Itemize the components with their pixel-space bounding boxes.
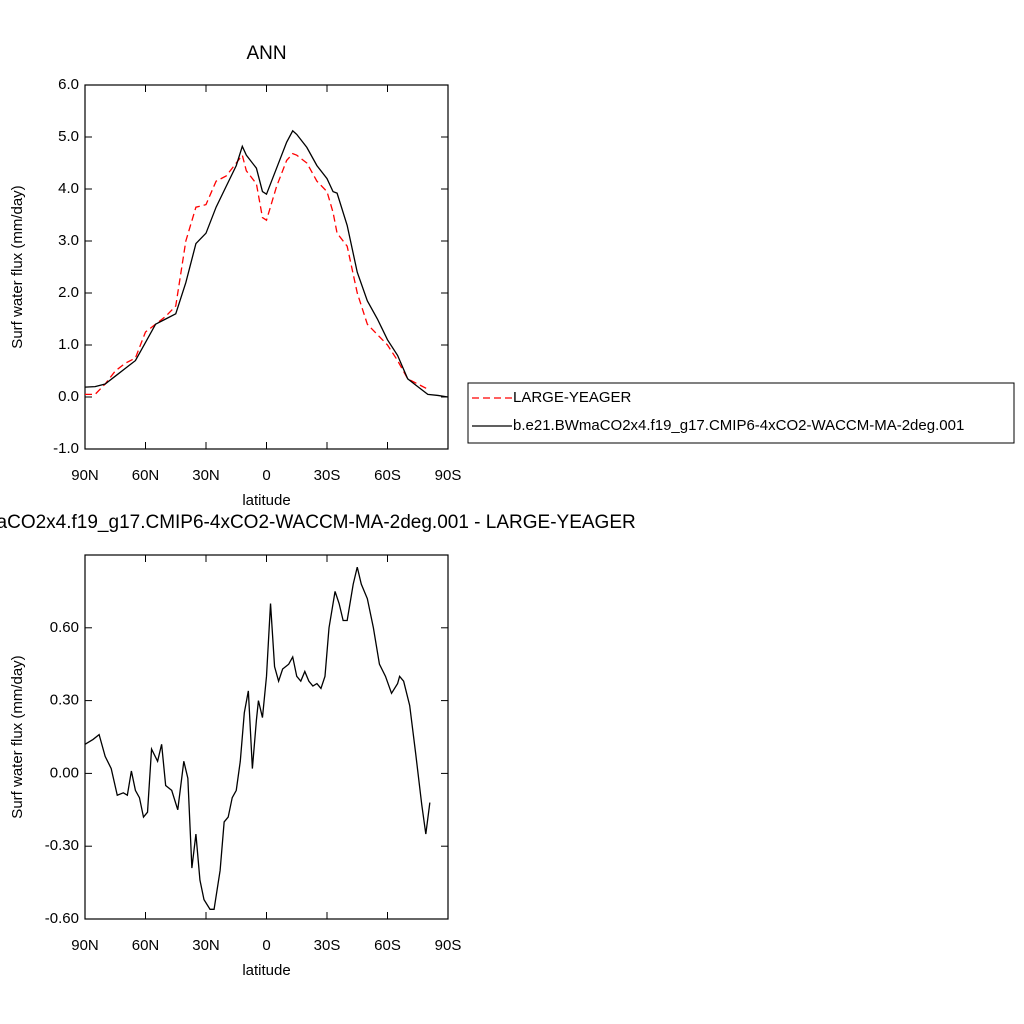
- y-tick-label: 2.0: [58, 284, 79, 301]
- plot-frame: [84, 554, 449, 920]
- x-tick-label: 0: [262, 467, 270, 484]
- y-axis-label: Surf water flux (mm/day): [9, 185, 26, 348]
- x-tick-label: 30S: [314, 937, 341, 954]
- y-tick-label: -0.30: [45, 837, 79, 854]
- x-tick-label: 90N: [71, 467, 99, 484]
- x-tick-label: 0: [262, 937, 270, 954]
- x-tick-label: 60N: [132, 467, 160, 484]
- y-tick-label: 0.30: [50, 692, 79, 709]
- data-line: [85, 152, 429, 396]
- y-tick-label: -1.0: [53, 440, 79, 457]
- x-tick-label: 60S: [374, 937, 401, 954]
- y-tick-label: 4.0: [58, 180, 79, 197]
- y-axis-label: Surf water flux (mm/day): [9, 655, 26, 818]
- x-tick-label: 60S: [374, 467, 401, 484]
- legend-label: LARGE-YEAGER: [513, 389, 632, 406]
- x-tick-label: 90S: [435, 937, 462, 954]
- x-tick-label: 30S: [314, 467, 341, 484]
- y-tick-label: 0.60: [50, 619, 79, 636]
- legend-label: b.e21.BWmaCO2x4.f19_g17.CMIP6-4xCO2-WACC…: [513, 417, 964, 434]
- chart-title: ANN: [246, 43, 286, 64]
- y-tick-label: 5.0: [58, 128, 79, 145]
- y-tick-label: 3.0: [58, 232, 79, 249]
- x-tick-label: 90N: [71, 937, 99, 954]
- y-tick-label: 0.00: [50, 764, 79, 781]
- x-axis-label: latitude: [242, 962, 290, 979]
- legend-box: [467, 382, 1015, 444]
- x-tick-label: 60N: [132, 937, 160, 954]
- y-tick-label: 6.0: [58, 76, 79, 93]
- y-tick-label: 1.0: [58, 336, 79, 353]
- data-line: [84, 566, 431, 910]
- chart-title: b.e21.BWmaCO2x4.f19_g17.CMIP6-4xCO2-WACC…: [0, 512, 636, 533]
- x-tick-label: 90S: [435, 467, 462, 484]
- x-axis-label: latitude: [242, 492, 290, 509]
- data-line: [84, 129, 449, 398]
- y-tick-label: 0.0: [58, 388, 79, 405]
- x-tick-label: 30N: [192, 937, 220, 954]
- x-tick-label: 30N: [192, 467, 220, 484]
- y-tick-label: -0.60: [45, 910, 79, 927]
- plot-frame: [84, 84, 449, 450]
